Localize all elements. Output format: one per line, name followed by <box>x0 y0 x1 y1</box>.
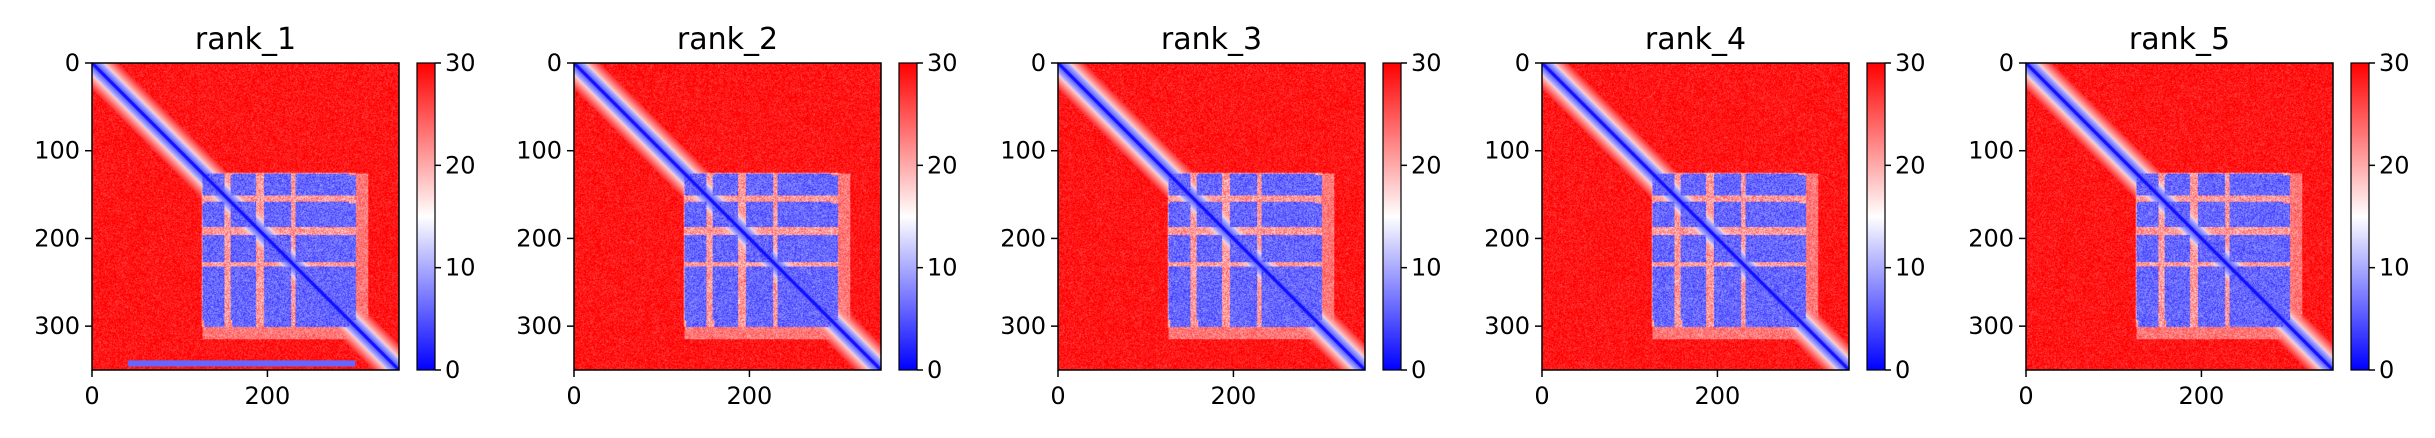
x-tick-label: 0 <box>84 382 99 410</box>
colorbar-tick-label: 0 <box>1895 356 1910 384</box>
panel-title: rank_5 <box>2129 22 2230 57</box>
y-tick-label: 200 <box>1484 224 1530 252</box>
y-tick-label: 200 <box>1000 224 1046 252</box>
heatmap-image <box>574 63 881 370</box>
colorbar-tick-label: 10 <box>445 254 476 282</box>
heatmap-image <box>1542 63 1849 370</box>
colorbar-tick-label: 10 <box>927 254 958 282</box>
colorbar-tick-label: 30 <box>445 49 476 77</box>
y-tick-label: 300 <box>516 312 562 340</box>
heatmap-image <box>92 63 399 370</box>
heatmap-image <box>2026 63 2333 370</box>
panel-rank_5: rank_5 0 100 200 300 0 200 0 10 20 30 <box>1968 22 2409 410</box>
colorbar-tick-label: 30 <box>1411 49 1442 77</box>
axes-frame <box>1541 62 1850 371</box>
colorbar-tick-label: 20 <box>927 151 958 179</box>
colorbar-tick-label: 0 <box>2379 356 2394 384</box>
panel-title: rank_2 <box>677 22 778 57</box>
axes-frame <box>91 62 400 371</box>
colorbar-tick-label: 0 <box>445 356 460 384</box>
colorbar-tick-label: 0 <box>927 356 942 384</box>
y-tick-label: 100 <box>1968 137 2014 165</box>
y-tick-label: 100 <box>34 137 80 165</box>
colorbar <box>898 62 918 371</box>
panel-rank_3: rank_3 0 100 200 300 0 200 0 10 20 30 <box>1000 22 1441 410</box>
x-tick-label: 200 <box>245 382 291 410</box>
colorbar-tick-label: 10 <box>2379 254 2410 282</box>
y-tick-label: 100 <box>516 137 562 165</box>
y-tick-label: 300 <box>1968 312 2014 340</box>
y-tick-label: 300 <box>1484 312 1530 340</box>
x-tick-label: 0 <box>566 382 581 410</box>
y-tick-label: 300 <box>34 312 80 340</box>
axes-frame <box>573 62 882 371</box>
heatmap-image <box>1058 63 1365 370</box>
x-tick-label: 0 <box>1534 382 1549 410</box>
colorbar-tick-label: 20 <box>1895 151 1926 179</box>
colorbar <box>1382 62 1402 371</box>
x-tick-label: 200 <box>1695 382 1741 410</box>
x-tick-label: 200 <box>2179 382 2225 410</box>
x-tick-label: 0 <box>1050 382 1065 410</box>
y-tick-label: 0 <box>65 49 80 77</box>
colorbar <box>1866 62 1886 371</box>
y-tick-label: 200 <box>516 224 562 252</box>
colorbar-tick-label: 30 <box>2379 49 2410 77</box>
colorbar-tick-label: 0 <box>1411 356 1426 384</box>
y-tick-label: 0 <box>547 49 562 77</box>
colorbar-tick-label: 30 <box>927 49 958 77</box>
axes-frame <box>2025 62 2334 371</box>
panel-rank_2: rank_2 0 100 200 300 0 200 0 10 20 30 <box>516 22 957 410</box>
y-tick-label: 200 <box>1968 224 2014 252</box>
colorbar-tick-label: 30 <box>1895 49 1926 77</box>
colorbar <box>416 62 436 371</box>
y-tick-label: 0 <box>1999 49 2014 77</box>
colorbar <box>2350 62 2370 371</box>
y-tick-label: 100 <box>1000 137 1046 165</box>
colorbar-tick-label: 10 <box>1895 254 1926 282</box>
x-tick-label: 200 <box>1211 382 1257 410</box>
y-tick-label: 100 <box>1484 137 1530 165</box>
x-tick-label: 0 <box>2018 382 2033 410</box>
panel-title: rank_3 <box>1161 22 1262 57</box>
panel-rank_4: rank_4 0 100 200 300 0 200 0 10 20 30 <box>1484 22 1925 410</box>
colorbar-tick-label: 10 <box>1411 254 1442 282</box>
panel-title: rank_1 <box>195 22 296 57</box>
panel-rank_1: rank_1 0 100 200 300 0 200 0 10 20 30 <box>34 22 475 410</box>
y-tick-label: 0 <box>1031 49 1046 77</box>
axes-frame <box>1057 62 1366 371</box>
colorbar-tick-label: 20 <box>445 151 476 179</box>
y-tick-label: 200 <box>34 224 80 252</box>
y-tick-label: 0 <box>1515 49 1530 77</box>
colorbar-tick-label: 20 <box>1411 151 1442 179</box>
y-tick-label: 300 <box>1000 312 1046 340</box>
x-tick-label: 200 <box>727 382 773 410</box>
colorbar-tick-label: 20 <box>2379 151 2410 179</box>
panel-title: rank_4 <box>1645 22 1746 57</box>
